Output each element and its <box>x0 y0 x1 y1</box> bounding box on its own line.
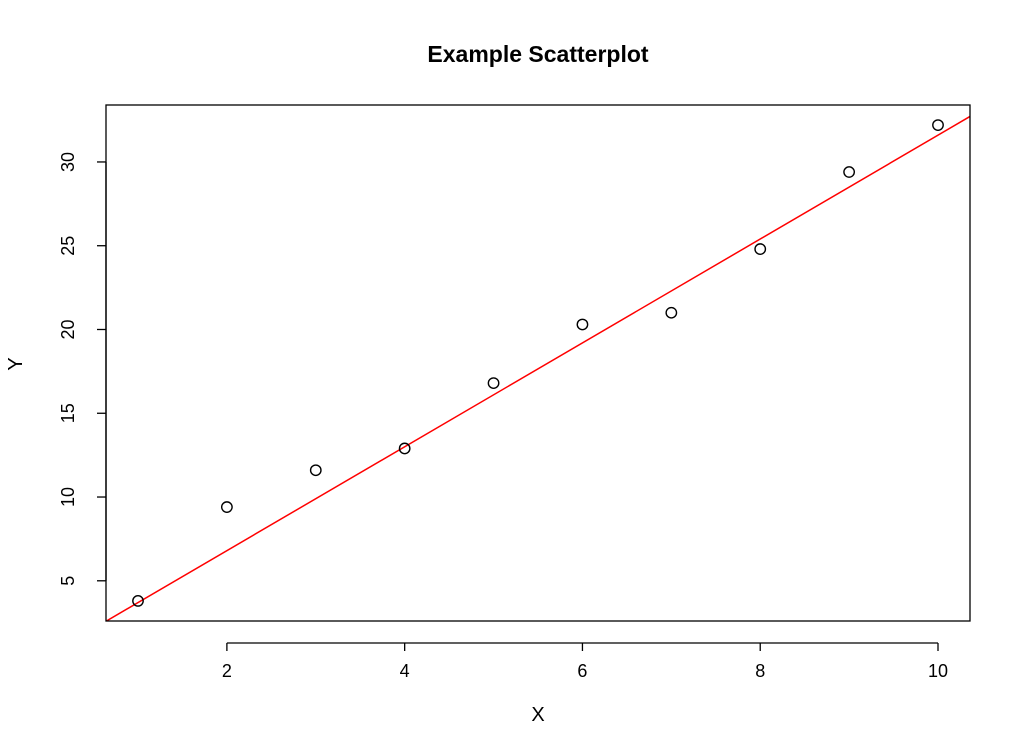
y-tick-label: 10 <box>58 487 78 507</box>
y-tick-label: 25 <box>58 236 78 256</box>
regression-layer <box>106 115 970 621</box>
y-axis-label: Y <box>5 357 27 370</box>
data-point <box>665 306 678 319</box>
data-point <box>576 318 589 331</box>
data-point <box>309 464 322 477</box>
y-tick-label: 15 <box>58 403 78 423</box>
regression-line <box>106 115 970 621</box>
y-tick-label: 20 <box>58 319 78 339</box>
plot-frame <box>105 104 971 622</box>
x-tick-label: 2 <box>222 661 232 681</box>
data-point <box>843 166 856 178</box>
points-layer <box>132 119 944 607</box>
x-tick-label: 4 <box>400 661 410 681</box>
chart-title: Example Scatterplot <box>427 41 648 67</box>
data-point <box>487 377 500 390</box>
x-axis: 2 4 6 8 10 <box>222 642 948 681</box>
data-point <box>754 243 767 255</box>
y-tick-label: 30 <box>58 152 78 172</box>
x-tick-label: 6 <box>577 661 587 681</box>
x-axis-label: X <box>531 704 544 726</box>
x-tick-label: 10 <box>928 661 948 681</box>
data-point <box>398 442 411 455</box>
data-point <box>132 594 144 607</box>
data-point <box>220 501 233 513</box>
data-point <box>932 119 944 132</box>
x-tick-label: 8 <box>755 661 765 681</box>
y-tick-label: 5 <box>58 576 78 586</box>
